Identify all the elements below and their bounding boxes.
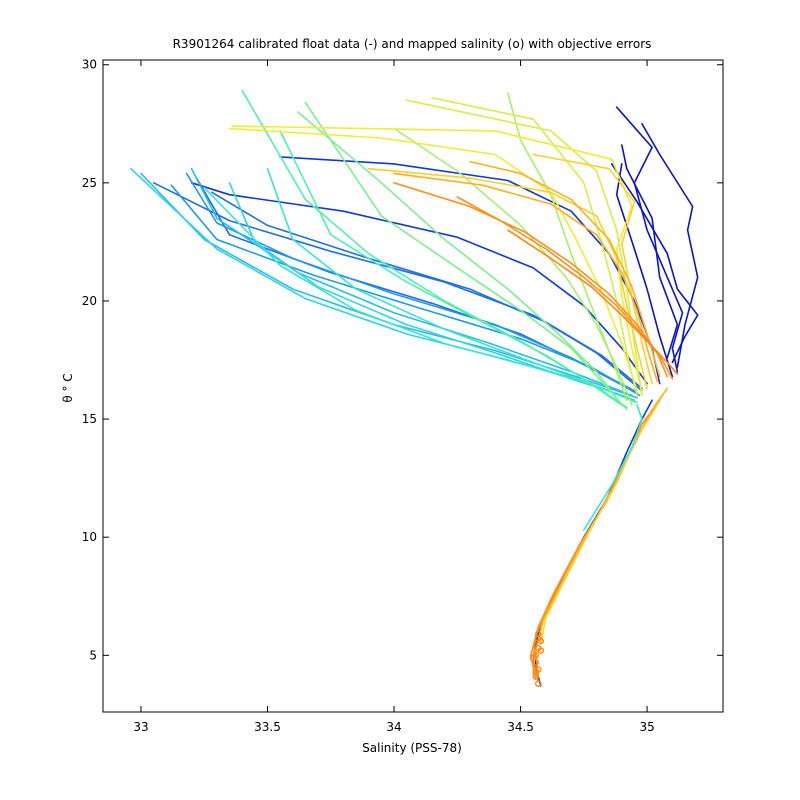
y-axis-label: θ ° C (61, 373, 75, 402)
x-tick-label: 35 (639, 720, 654, 734)
profile-line-6 (190, 182, 648, 385)
profile-line-31 (469, 160, 661, 378)
profile-line-8 (211, 191, 643, 390)
x-tick-label: 34.5 (507, 720, 534, 734)
y-tick-label: 20 (82, 294, 97, 308)
profile-line-11 (185, 172, 636, 392)
mapped-salinity-point-9 (529, 654, 537, 662)
mapped-salinity-point-0 (535, 680, 542, 688)
x-axis-label: Salinity (PSS-78) (362, 741, 462, 755)
profile-line-33 (456, 196, 674, 380)
x-tick-label: 34 (386, 720, 401, 734)
profile-line-4 (615, 163, 674, 378)
profile-line-39 (540, 404, 658, 645)
profile-line-27 (228, 127, 638, 392)
profile-line-20 (304, 101, 628, 411)
chart-title: R3901264 calibrated float data (-) and m… (173, 37, 652, 51)
x-tick-label: 33.5 (254, 720, 281, 734)
mapped-salinity-point-8 (532, 668, 540, 676)
mapped-salinity-point-11 (535, 635, 542, 643)
profile-line-21 (297, 111, 623, 406)
y-tick-label: 10 (82, 530, 97, 544)
mapped-salinity-layer (529, 630, 545, 688)
y-axis: 5 10 15 20 25 30 (82, 58, 723, 662)
y-tick-label: 25 (82, 176, 97, 190)
profile-line-40 (583, 404, 643, 531)
mapped-salinity-point-10 (537, 647, 545, 654)
profile-line-22 (393, 127, 633, 406)
profile-line-1 (641, 123, 699, 368)
profile-line-30 (393, 172, 658, 383)
x-axis: 33 33.5 34 34.5 35 (133, 60, 655, 734)
profile-line-17 (266, 167, 633, 401)
profile-line-25 (405, 99, 643, 397)
profile-line-2 (610, 163, 699, 364)
profile-line-3 (621, 144, 679, 359)
y-tick-label: 30 (82, 58, 97, 72)
profile-line-29 (532, 153, 653, 385)
y-tick-label: 15 (82, 412, 97, 426)
y-tick-label: 5 (89, 648, 97, 662)
profile-line-23 (507, 92, 628, 401)
profile-line-34 (507, 229, 679, 375)
profile-line-26 (231, 125, 643, 394)
plot-frame (102, 59, 724, 713)
profile-line-19 (241, 89, 623, 406)
x-tick-label: 33 (133, 720, 148, 734)
series-layer (130, 89, 699, 687)
